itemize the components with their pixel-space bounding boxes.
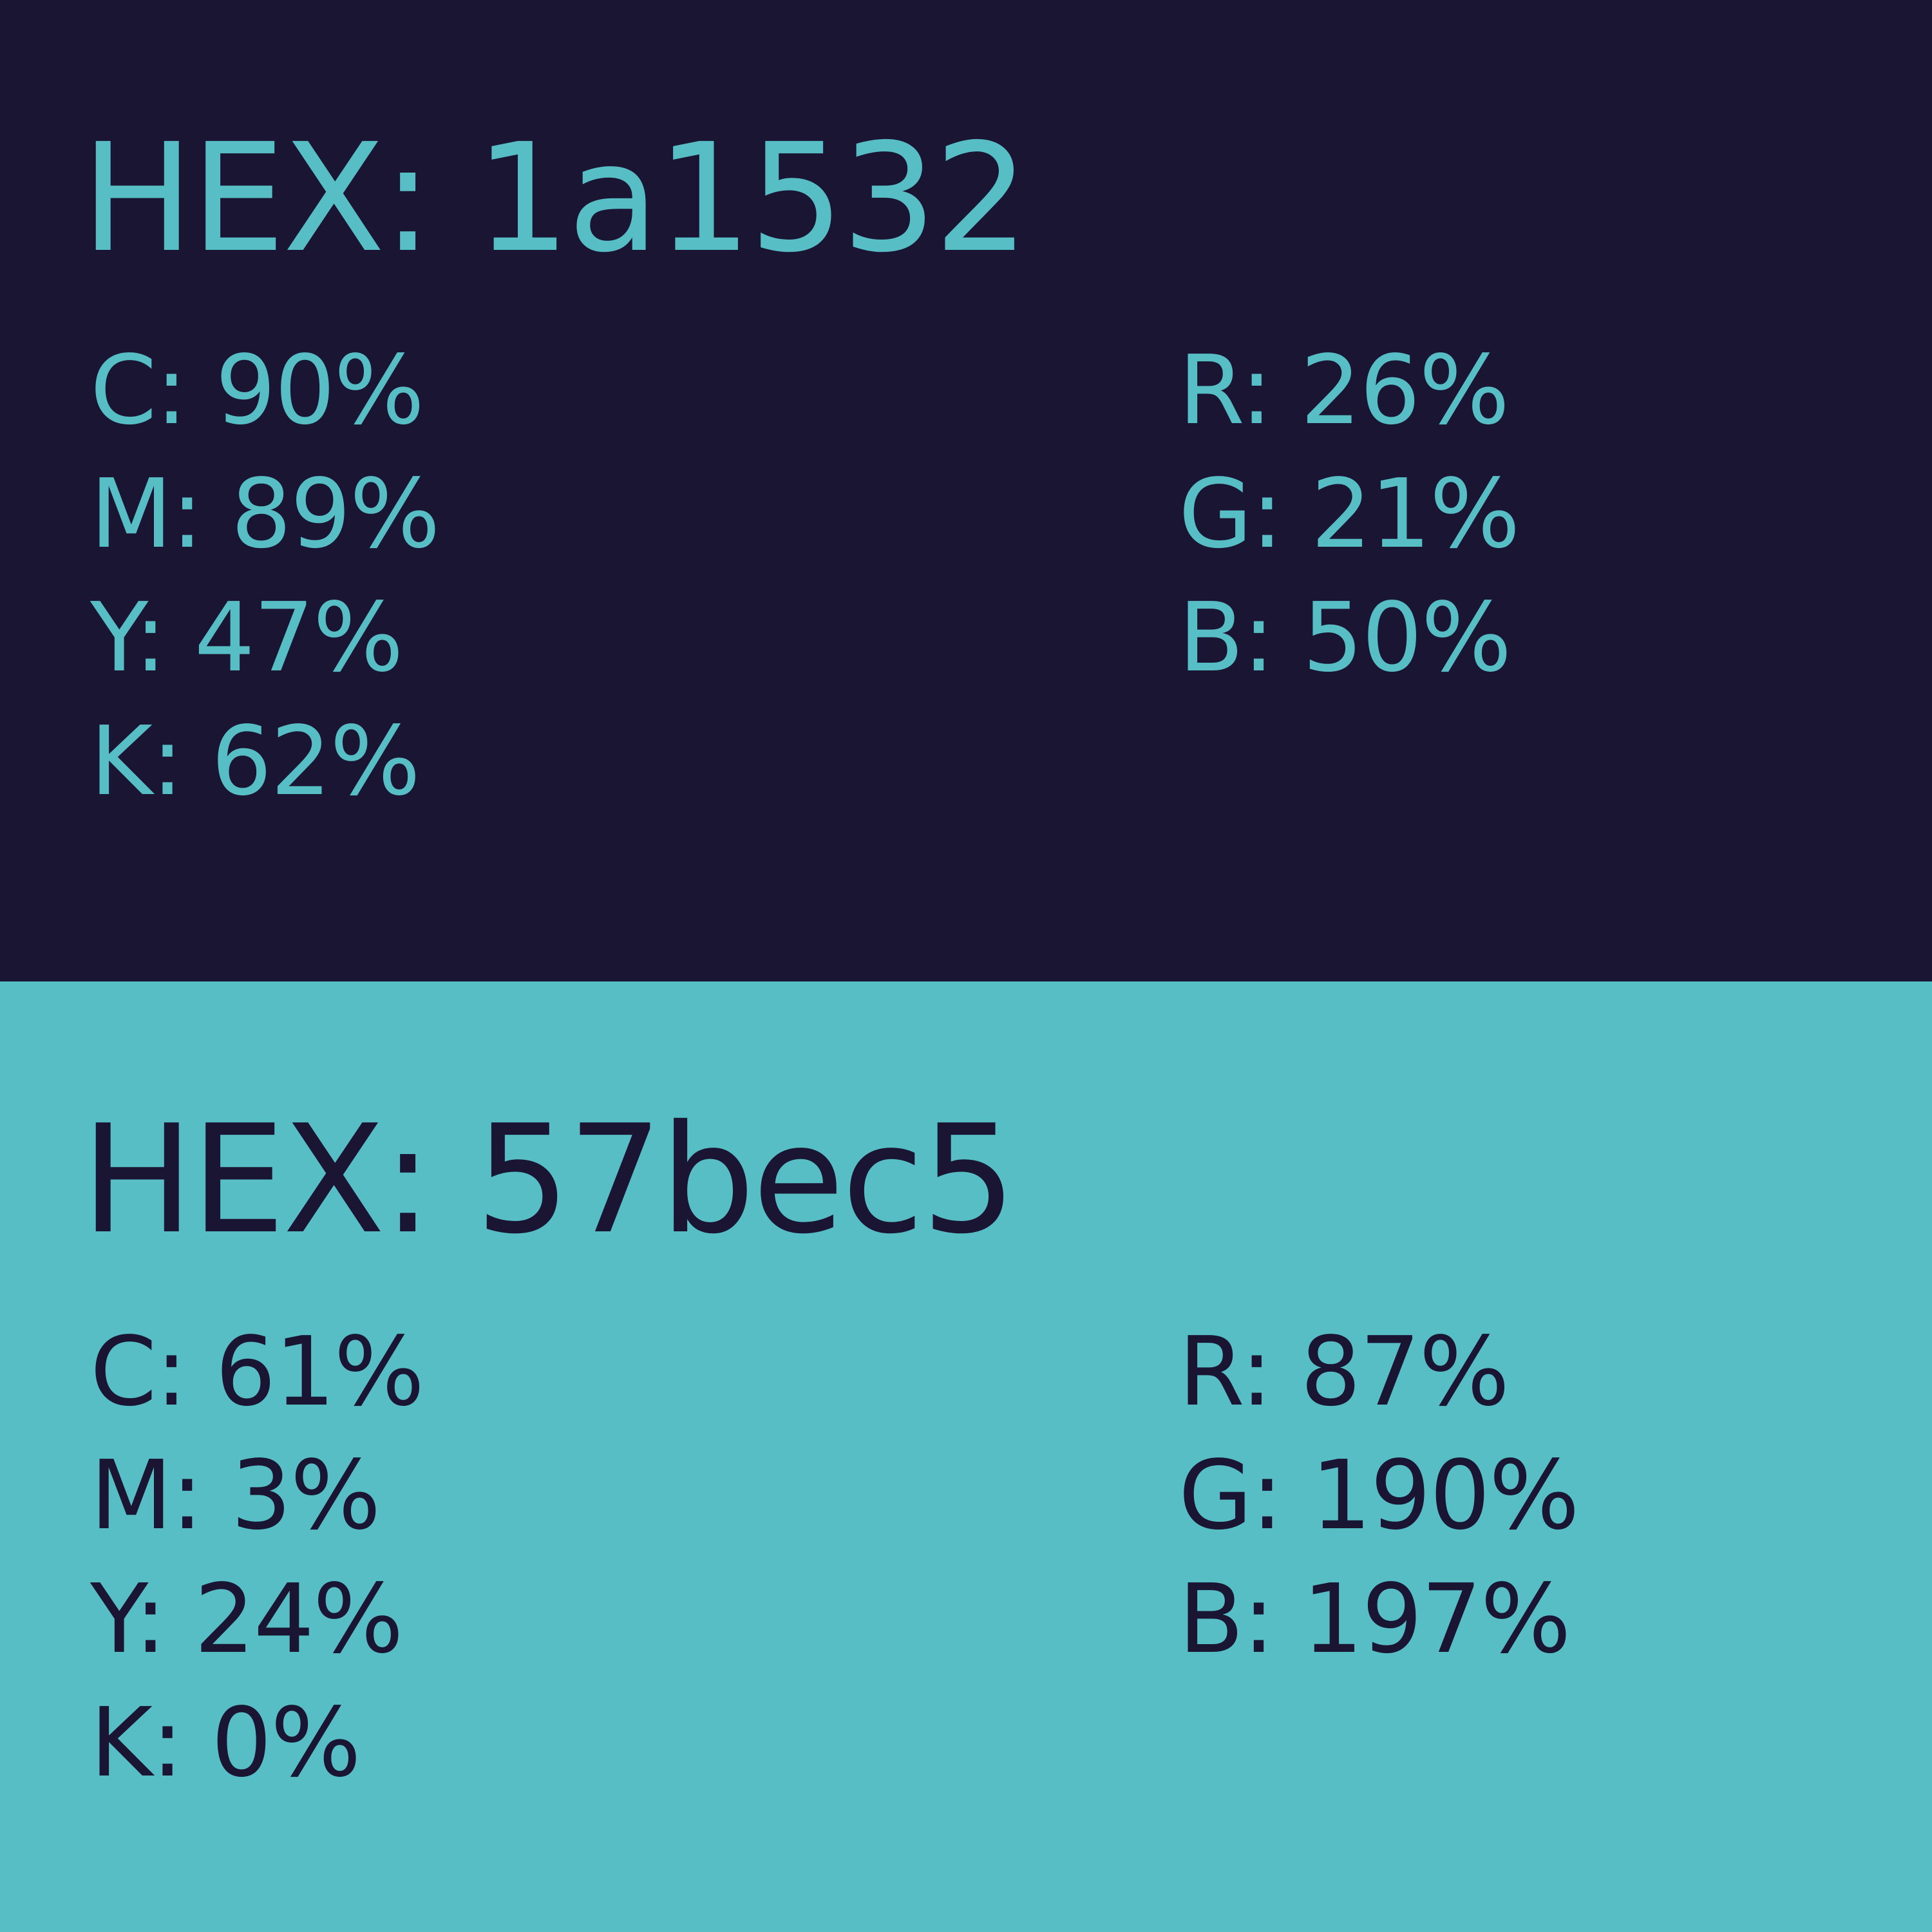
cmyk-key: K: 0% [90,1687,361,1798]
cmyk-values: C: 61% M: 3% Y: 24% K: 0% [90,1310,424,1804]
cmyk-magenta: M: 89% [90,459,440,569]
cmyk-values: C: 90% M: 89% Y: 47% K: 62% [90,328,440,823]
swatch-teal: HEX: 57bec5 C: 61% M: 3% Y: 24% K: 0% R:… [0,981,1932,1932]
hex-label: HEX: 1a1532 [81,111,1029,285]
cmyk-yellow: Y: 24% [90,1564,404,1674]
cmyk-cyan: C: 61% [90,1316,424,1427]
cmyk-yellow: Y: 47% [90,582,404,693]
rgb-red: R: 87% [1179,1316,1510,1427]
rgb-green: G: 21% [1179,459,1520,569]
rgb-blue: B: 50% [1179,582,1511,693]
cmyk-key: K: 62% [90,706,421,817]
rgb-values: R: 87% G: 190% B: 197% [1179,1310,1580,1681]
cmyk-cyan: C: 90% [90,335,424,446]
rgb-green: G: 190% [1179,1440,1580,1551]
rgb-red: R: 26% [1179,335,1510,446]
rgb-blue: B: 197% [1179,1564,1571,1674]
rgb-values: R: 26% G: 21% B: 50% [1179,328,1520,699]
cmyk-magenta: M: 3% [90,1440,381,1551]
swatch-dark-navy: HEX: 1a1532 C: 90% M: 89% Y: 47% K: 62% … [0,0,1932,981]
hex-label: HEX: 57bec5 [81,1093,1016,1267]
